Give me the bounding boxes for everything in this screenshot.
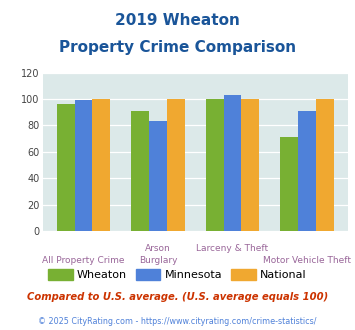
Bar (298, 111, 316, 231)
Text: 2019 Wheaton: 2019 Wheaton (115, 13, 240, 28)
Text: Burglary: Burglary (139, 256, 177, 265)
Bar (149, 121, 167, 231)
Bar (57, 104, 75, 231)
Text: Motor Vehicle Theft: Motor Vehicle Theft (263, 256, 351, 265)
Bar (75, 100, 93, 231)
Bar (167, 99, 185, 231)
Text: Compared to U.S. average. (U.S. average equals 100): Compared to U.S. average. (U.S. average … (27, 292, 328, 302)
Bar (224, 95, 241, 231)
Legend: Wheaton, Minnesota, National: Wheaton, Minnesota, National (44, 265, 311, 284)
Bar (241, 99, 259, 231)
Bar (206, 99, 224, 231)
Text: © 2025 CityRating.com - https://www.cityrating.com/crime-statistics/: © 2025 CityRating.com - https://www.city… (38, 317, 317, 326)
Text: Arson: Arson (145, 244, 171, 253)
Bar (280, 137, 298, 231)
Text: Larceny & Theft: Larceny & Theft (196, 244, 268, 253)
Bar (316, 99, 334, 231)
Text: Property Crime Comparison: Property Crime Comparison (59, 40, 296, 54)
Text: All Property Crime: All Property Crime (42, 256, 125, 265)
Bar (131, 111, 149, 231)
Bar (93, 99, 110, 231)
